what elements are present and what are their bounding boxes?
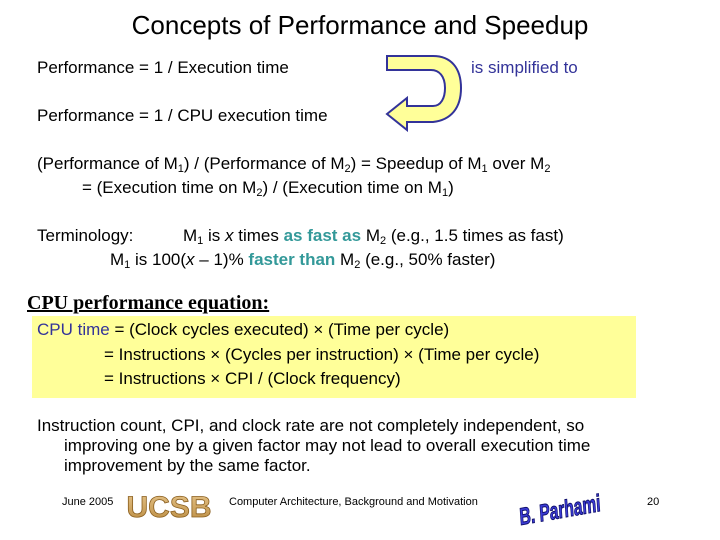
performance-definition: Performance = 1 / Execution time xyxy=(37,58,289,77)
slide-title: Concepts of Performance and Speedup xyxy=(131,10,589,40)
cpu-equation-heading: CPU performance equation: xyxy=(27,292,270,314)
curved-arrow-icon xyxy=(385,55,463,132)
speedup-line-2: = (Execution time on M2) / (Execution ti… xyxy=(82,178,454,199)
page-number: 20 xyxy=(647,496,660,508)
simplified-label: is simplified to xyxy=(471,58,578,77)
footer-date: June 2005 xyxy=(62,496,114,508)
terminology-label: Terminology: xyxy=(37,226,134,245)
equation-line-1: CPU time = (Clock cycles executed) × (Ti… xyxy=(37,320,450,339)
footer-course: Computer Architecture, Background and Mo… xyxy=(229,496,478,508)
svg-text:UCSB: UCSB xyxy=(126,491,211,524)
equation-line-3: = Instructions × CPI / (Clock frequency) xyxy=(104,369,401,388)
ucsb-logo: UCSB xyxy=(126,491,212,524)
note-line-1: Instruction count, CPI, and clock rate a… xyxy=(37,416,585,435)
note-line-2: improving one by a given factor may not … xyxy=(64,436,591,455)
equation-highlight-box xyxy=(32,316,636,398)
equation-line-2: = Instructions × (Cycles per instruction… xyxy=(104,345,540,364)
speedup-line-1: (Performance of M1) / (Performance of M2… xyxy=(37,154,551,175)
note-line-3: improvement by the same factor. xyxy=(64,456,311,475)
cpu-performance-definition: Performance = 1 / CPU execution time xyxy=(37,106,328,125)
terminology-line-2: M1 is 100(x – 1)% faster than M2 (e.g., … xyxy=(110,250,496,271)
terminology-line-1: M1 is x times as fast as M2 (e.g., 1.5 t… xyxy=(183,226,564,247)
parhami-logo: B. Parhami xyxy=(512,480,608,534)
